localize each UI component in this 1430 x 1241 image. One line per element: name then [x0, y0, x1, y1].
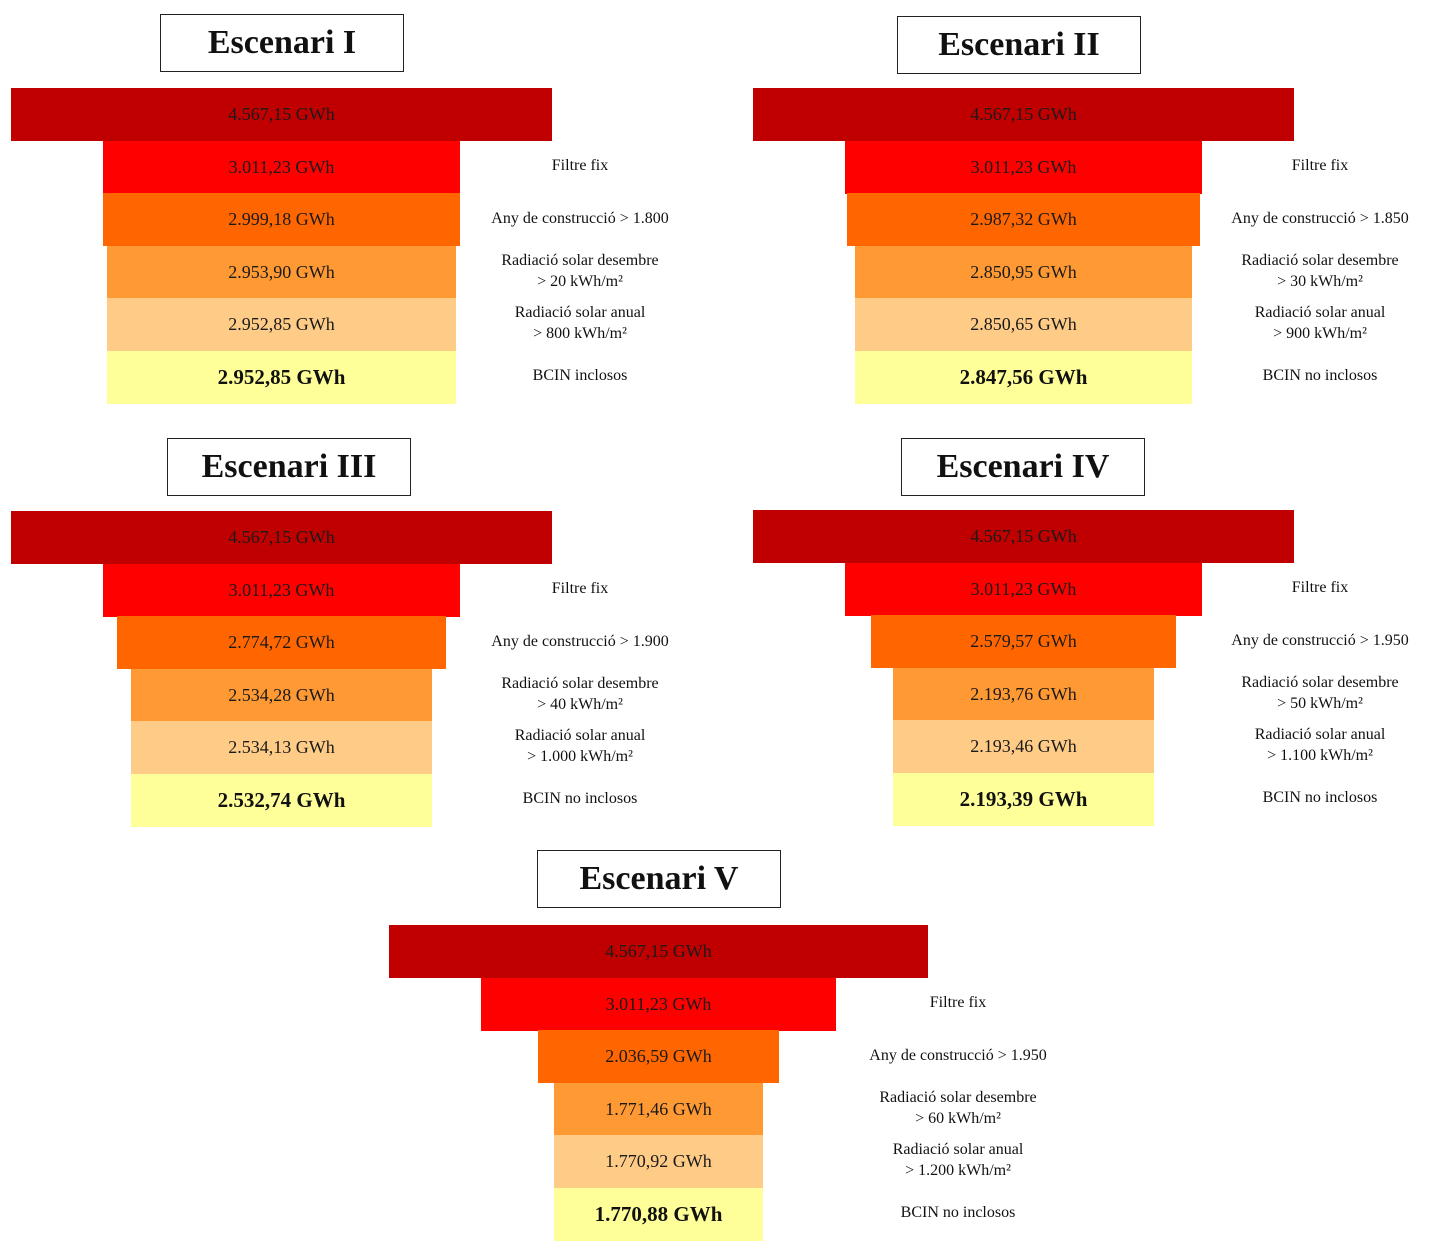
scenario-title: Escenari II	[897, 16, 1141, 74]
filter-label: BCIN inclosos	[465, 365, 695, 386]
filter-label-line: Any de construcció > 1.900	[491, 632, 669, 650]
funnel-bar: 2.036,59 GWh	[538, 1030, 779, 1083]
funnel-bar: 3.011,23 GWh	[103, 563, 460, 617]
scenario-title: Escenari I	[160, 14, 404, 72]
funnel-bar-final: 2.847,56 GWh	[855, 350, 1192, 404]
filter-label: Filtre fix	[465, 155, 695, 176]
filter-label-line: Radiació solar desembre	[501, 251, 659, 269]
filter-label-line: BCIN no inclosos	[900, 1204, 1016, 1222]
filter-label-line: Radiació solar desembre	[879, 1088, 1037, 1106]
filter-label: Radiació solar anual > 900 kWh/m²	[1205, 302, 1430, 344]
funnel-bar: 4.567,15 GWh	[753, 88, 1294, 141]
filter-label: Radiació solar desembre > 50 kWh/m²	[1205, 672, 1430, 714]
funnel-bar: 2.850,95 GWh	[855, 245, 1192, 299]
funnel-bar-final: 2.193,39 GWh	[893, 772, 1154, 826]
filter-label-line: Filtre fix	[551, 157, 609, 175]
scenario-title: Escenari V	[537, 850, 781, 908]
filter-label: Radiació solar desembre > 60 kWh/m²	[843, 1087, 1073, 1129]
filter-label-line: BCIN no inclosos	[1262, 789, 1378, 807]
filter-label-line: Radiació solar anual	[1254, 304, 1386, 322]
filter-label-line: Any de construcció > 1.950	[1231, 631, 1409, 649]
funnel-bar: 3.011,23 GWh	[103, 140, 460, 194]
funnel-bar-final: 2.532,74 GWh	[131, 773, 432, 827]
filter-label: Radiació solar anual > 800 kWh/m²	[465, 302, 695, 344]
funnel-bar: 2.952,85 GWh	[107, 298, 456, 351]
filter-label-line: Radiació solar desembre	[501, 674, 659, 692]
filter-label-line: Filtre fix	[551, 580, 609, 598]
funnel-bar: 4.567,15 GWh	[11, 88, 552, 141]
filter-label: Radiació solar desembre > 20 kWh/m²	[465, 250, 695, 292]
filter-label: Any de construcció > 1.950	[1205, 630, 1430, 651]
filter-label-line: > 1.200 kWh/m²	[905, 1162, 1011, 1180]
filter-label: Any de construcció > 1.800	[465, 208, 695, 229]
filter-label: Filtre fix	[1205, 577, 1430, 598]
filter-label: Radiació solar desembre > 40 kWh/m²	[465, 673, 695, 715]
funnel-bar: 1.770,92 GWh	[554, 1135, 763, 1188]
filter-label-line: Any de construcció > 1.850	[1231, 209, 1409, 227]
funnel-bar: 2.953,90 GWh	[107, 245, 456, 299]
funnel-bar: 2.193,46 GWh	[893, 720, 1154, 773]
filter-label: Any de construcció > 1.900	[465, 631, 695, 652]
funnel-bar: 2.999,18 GWh	[103, 193, 460, 246]
filter-label-line: Any de construcció > 1.800	[491, 209, 669, 227]
filter-label-line: > 50 kWh/m²	[1277, 694, 1363, 712]
filter-label: Filtre fix	[843, 992, 1073, 1013]
funnel-bar: 4.567,15 GWh	[389, 925, 928, 978]
filter-label: Radiació solar anual > 1.100 kWh/m²	[1205, 724, 1430, 766]
filter-label: Radiació solar anual > 1.000 kWh/m²	[465, 725, 695, 767]
filter-label-line: Radiació solar desembre	[1241, 251, 1399, 269]
filter-label-line: Radiació solar desembre	[1241, 673, 1399, 691]
funnel-bar: 2.774,72 GWh	[117, 616, 446, 669]
filter-label: Any de construcció > 1.950	[843, 1045, 1073, 1066]
filter-label: Filtre fix	[1205, 155, 1430, 176]
funnel-bar: 4.567,15 GWh	[11, 511, 552, 564]
filter-label: Radiació solar desembre > 30 kWh/m²	[1205, 250, 1430, 292]
filter-label-line: > 800 kWh/m²	[533, 325, 627, 343]
filter-label-line: > 1.000 kWh/m²	[527, 748, 633, 766]
scenario-title: Escenari III	[167, 438, 411, 496]
filter-label-line: Filtre fix	[929, 994, 987, 1012]
filter-label-line: Radiació solar anual	[1254, 726, 1386, 744]
funnel-bar: 2.850,65 GWh	[855, 298, 1192, 351]
filter-label: BCIN no inclosos	[1205, 365, 1430, 386]
filter-label-line: BCIN no inclosos	[522, 790, 638, 808]
filter-label: BCIN no inclosos	[465, 788, 695, 809]
funnel-bar-final: 2.952,85 GWh	[107, 350, 456, 404]
filter-label-line: Radiació solar anual	[514, 304, 646, 322]
filter-label: Any de construcció > 1.850	[1205, 208, 1430, 229]
funnel-bar: 3.011,23 GWh	[481, 977, 836, 1031]
funnel-bar-final: 1.770,88 GWh	[554, 1187, 763, 1241]
filter-label-line: > 1.100 kWh/m²	[1267, 747, 1373, 765]
funnel-bar: 2.579,57 GWh	[871, 615, 1176, 668]
filter-label-line: > 60 kWh/m²	[915, 1109, 1001, 1127]
filter-label: BCIN no inclosos	[843, 1202, 1073, 1223]
filter-label-line: Any de construcció > 1.950	[869, 1046, 1047, 1064]
funnel-bar: 2.534,13 GWh	[131, 721, 432, 774]
funnel-bar: 2.987,32 GWh	[847, 193, 1200, 246]
scenario-title: Escenari IV	[901, 438, 1145, 496]
filter-label-line: Filtre fix	[1291, 579, 1349, 597]
filter-label-line: > 30 kWh/m²	[1277, 272, 1363, 290]
filter-label: Filtre fix	[465, 578, 695, 599]
filter-label-line: BCIN no inclosos	[1262, 367, 1378, 385]
funnel-bar: 2.534,28 GWh	[131, 668, 432, 722]
funnel-bar: 4.567,15 GWh	[753, 510, 1294, 563]
filter-label: BCIN no inclosos	[1205, 787, 1430, 808]
filter-label-line: > 20 kWh/m²	[537, 272, 623, 290]
filter-label-line: > 900 kWh/m²	[1273, 325, 1367, 343]
funnel-bar: 1.771,46 GWh	[554, 1082, 763, 1136]
filter-label-line: Radiació solar anual	[514, 727, 646, 745]
funnel-bar: 3.011,23 GWh	[845, 140, 1202, 194]
filter-label-line: Radiació solar anual	[892, 1141, 1024, 1159]
filter-label-line: > 40 kWh/m²	[537, 695, 623, 713]
filter-label-line: Filtre fix	[1291, 157, 1349, 175]
funnel-bar: 3.011,23 GWh	[845, 562, 1202, 616]
filter-label-line: BCIN inclosos	[532, 367, 628, 385]
funnel-bar: 2.193,76 GWh	[893, 667, 1154, 721]
filter-label: Radiació solar anual > 1.200 kWh/m²	[843, 1139, 1073, 1181]
